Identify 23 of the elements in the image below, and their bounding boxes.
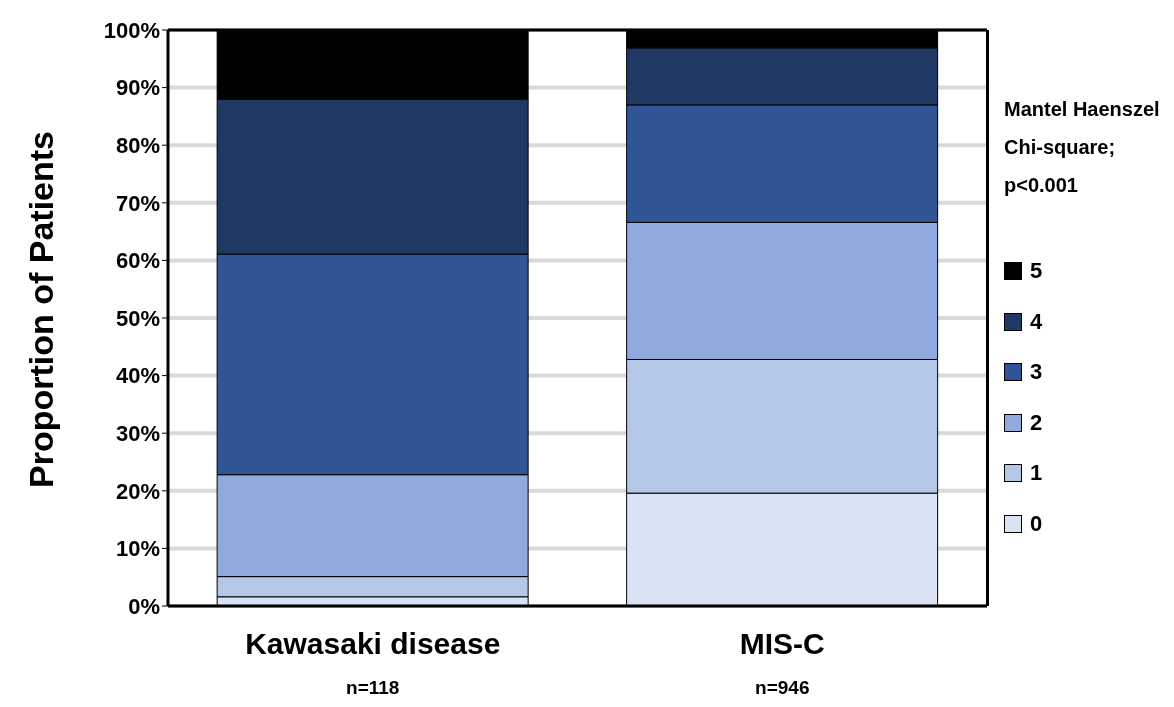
legend-label: 2 xyxy=(1030,409,1043,436)
y-tick-label: 10% xyxy=(115,536,160,562)
y-tick-label: 40% xyxy=(115,363,160,389)
y-tick-label: 90% xyxy=(115,75,160,101)
y-tick-label: 0% xyxy=(128,593,160,619)
x-tick-label: Kawasaki disease xyxy=(245,627,501,660)
y-tick-label: 100% xyxy=(103,17,160,43)
text: Mantel Haenszel Chi-square; p<0.001 xyxy=(1004,97,1161,198)
legend-label: 3 xyxy=(1030,359,1043,386)
y-tick-label: 30% xyxy=(115,421,160,447)
y-tick-label: 50% xyxy=(115,305,160,331)
y-tick-label: 60% xyxy=(115,248,160,274)
legend-label: 5 xyxy=(1030,258,1043,285)
legend-label: 4 xyxy=(1030,308,1043,335)
legend-label: 1 xyxy=(1030,460,1043,487)
y-tick-label: 20% xyxy=(115,478,160,504)
legend-label: 0 xyxy=(1030,510,1043,537)
y-tick-label: 80% xyxy=(115,133,160,159)
y-tick-label: 70% xyxy=(115,190,160,216)
text: n=946 xyxy=(755,677,810,698)
y-axis-title: Proportion of Patients xyxy=(22,131,61,488)
text: n=118 xyxy=(346,677,400,698)
x-tick-label: MIS-C xyxy=(739,627,825,660)
